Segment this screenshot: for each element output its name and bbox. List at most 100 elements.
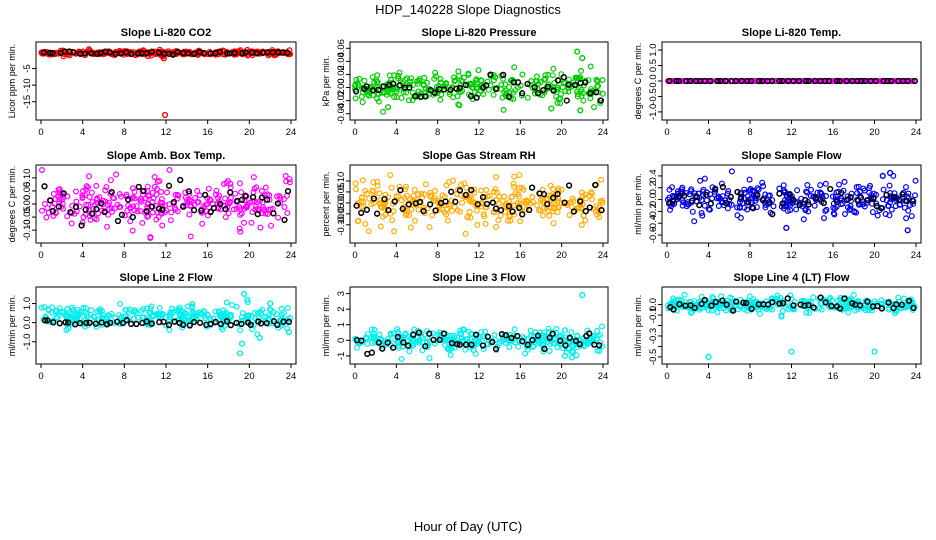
data-point [703,191,710,199]
data-point [807,186,814,193]
data-point [507,217,514,224]
data-point [387,330,394,337]
data-point [737,214,744,221]
y-tick-label: 0.0 [648,193,659,206]
data-point [681,192,688,199]
y-tick-label: 0.2 [648,181,659,194]
x-tick-label: 12 [786,127,797,138]
data-point [239,314,246,321]
data-point [452,198,459,205]
data-point [582,217,589,224]
data-point [467,214,474,221]
data-point [852,307,859,314]
data-point [744,193,751,200]
data-point [776,185,783,192]
x-tick-label: 0 [38,371,43,382]
data-point [734,188,741,196]
x-tick-label: 8 [435,250,440,261]
data-point [550,205,557,212]
data-point [138,198,145,205]
data-point [134,208,141,215]
data-point [586,192,593,199]
data-point [586,330,593,337]
data-point [689,208,696,215]
x-tick-label: 4 [80,250,85,261]
data-point [150,313,157,320]
data-point [596,342,603,349]
data-point [396,344,403,351]
data-point [79,188,86,195]
data-point [149,209,156,216]
data-point [140,191,147,198]
x-tick-label: 24 [911,127,922,138]
data-point [103,184,110,191]
data-point [369,87,377,94]
data-point [770,203,777,210]
data-point [573,74,580,81]
data-point [204,311,211,318]
data-point [107,319,114,326]
data-point [810,294,817,301]
data-point [822,193,829,200]
data-point [147,235,154,242]
data-point [217,320,225,328]
data-point [153,191,160,198]
series-all [352,48,606,115]
data-point [841,211,848,218]
data-point [249,209,256,216]
data-point [43,214,50,221]
data-point [743,299,750,307]
data-point [691,218,698,225]
outlier-point [561,352,568,360]
data-point [597,198,604,205]
data-point [821,77,829,85]
y-tick-label: 0.05 [22,182,33,201]
data-point [285,318,293,326]
data-point [93,182,100,189]
data-point [905,297,913,305]
data-point [547,182,554,189]
data-point [370,195,378,202]
data-point [473,94,480,101]
data-point [858,77,865,85]
data-point [828,302,835,310]
y-axis-label: Licor ppm per min. [7,44,17,119]
data-point [696,201,703,209]
y-tick-label: 0.10 [336,172,347,191]
data-point [823,206,830,213]
data-point [565,81,572,88]
data-point [725,188,732,195]
data-point [44,317,51,324]
data-point [516,172,523,179]
data-point [882,299,889,306]
data-point [890,193,898,201]
data-point [688,197,696,204]
data-point [561,199,568,206]
data-point [429,330,436,337]
data-point [448,197,455,204]
outlier-point [788,348,795,355]
data-point [382,206,389,213]
data-point [878,204,885,212]
data-point [523,340,530,347]
data-point [248,219,255,226]
data-point [500,75,507,82]
data-point [391,198,398,205]
data-point [395,193,402,200]
data-point [254,210,261,218]
data-point [496,340,503,347]
data-point [47,49,54,57]
data-point [188,50,195,57]
data-point [701,296,708,304]
data-point [474,201,481,208]
data-point [66,52,73,59]
data-point [683,77,690,85]
data-point [155,49,162,56]
data-point [454,341,461,348]
data-point [833,198,841,206]
series-all [352,292,606,363]
data-point [593,89,600,96]
y-tick-label: 0.05 [336,183,347,202]
data-point [372,339,379,346]
data-point [506,212,513,219]
